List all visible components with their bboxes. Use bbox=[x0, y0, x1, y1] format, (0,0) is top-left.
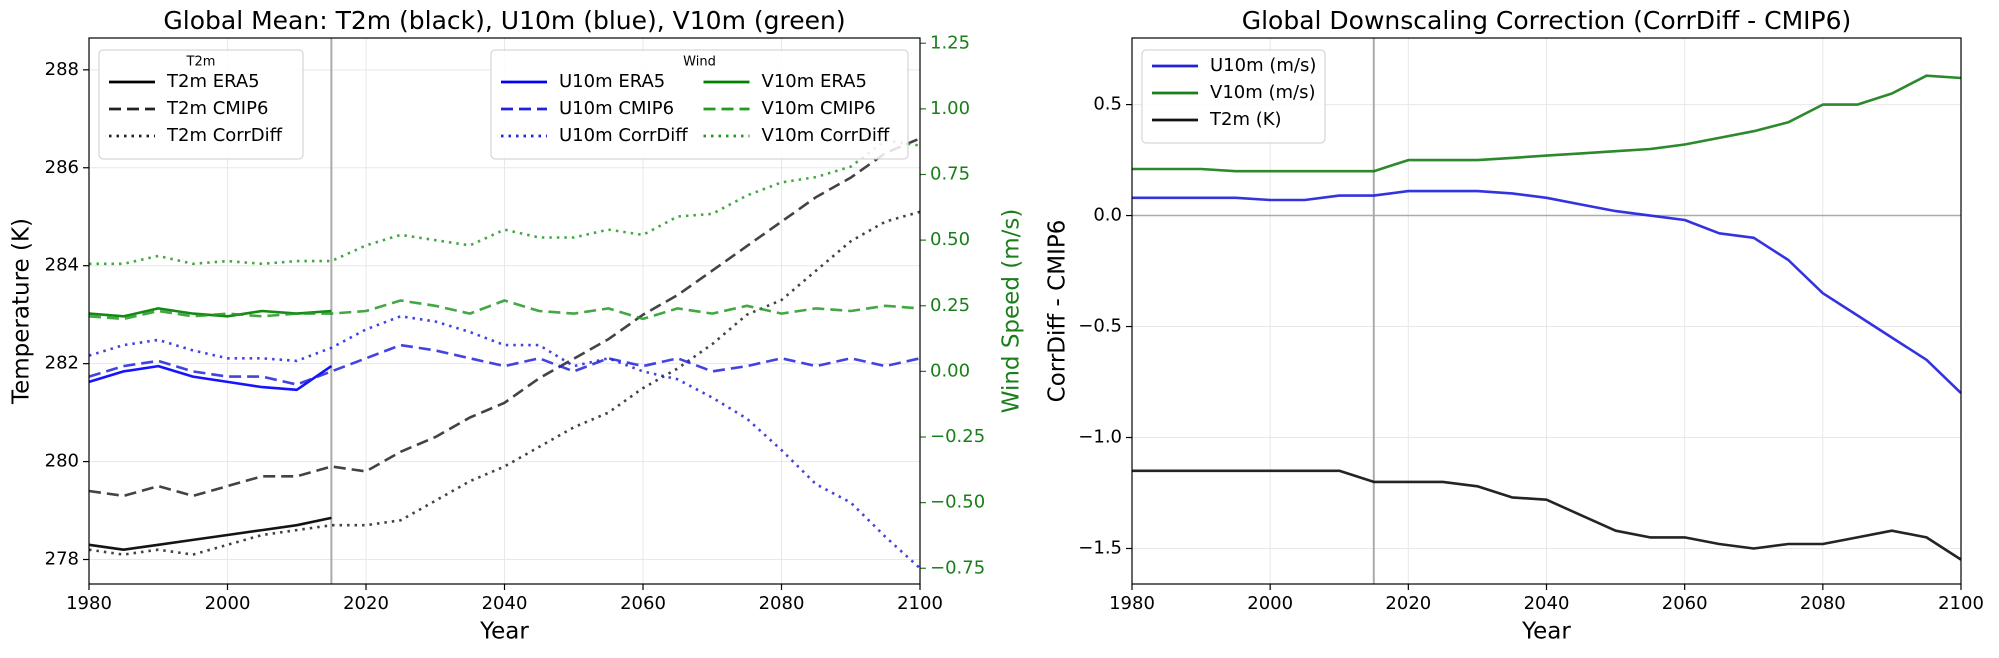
legend-label: V10m (m/s) bbox=[1210, 82, 1316, 103]
y2-tick-label: 0.50 bbox=[930, 229, 970, 250]
legend: U10m (m/s) V10m (m/s) T2m (K) bbox=[1141, 49, 1326, 144]
legend-label: V10m CMIP6 bbox=[762, 98, 876, 119]
x-tick-label: 2000 bbox=[205, 593, 251, 614]
y-tick-label: −1.0 bbox=[1078, 427, 1122, 448]
x-tick-label: 2000 bbox=[1247, 593, 1293, 614]
y2-tick-label: 1.25 bbox=[930, 32, 970, 53]
legend-label: U10m CorrDiff bbox=[559, 125, 688, 146]
legend-title: Wind bbox=[683, 55, 716, 70]
x-tick-label: 2040 bbox=[1524, 593, 1570, 614]
x-tick-label: 2060 bbox=[620, 593, 666, 614]
legend-label: U10m (m/s) bbox=[1210, 55, 1316, 76]
series-line bbox=[88, 364, 333, 392]
y2-tick-label: 0.75 bbox=[930, 164, 970, 185]
x-tick-label: 2100 bbox=[897, 593, 943, 614]
series-line bbox=[1132, 469, 1962, 561]
x-tick-label: 1980 bbox=[66, 593, 112, 614]
plot-frame bbox=[88, 37, 921, 585]
x-tick-label: 2080 bbox=[759, 593, 805, 614]
y2-tick-label: −0.75 bbox=[930, 557, 985, 578]
x-axis-label: Year bbox=[479, 619, 529, 645]
chart: Global Downscaling Correction (CorrDiff … bbox=[1045, 6, 1984, 645]
series-line bbox=[88, 516, 332, 551]
y-tick-label: 288 bbox=[45, 59, 79, 80]
series-line bbox=[1132, 74, 1962, 173]
y2-tick-label: −0.25 bbox=[930, 426, 985, 447]
plot-frame bbox=[1131, 37, 1962, 585]
x-tick-label: 2100 bbox=[1938, 593, 1984, 614]
y-tick-label: 0.0 bbox=[1093, 205, 1122, 226]
x-axis-label: Year bbox=[1521, 619, 1571, 645]
legend-label: T2m ERA5 bbox=[166, 71, 260, 92]
legend-label: V10m ERA5 bbox=[762, 71, 867, 92]
legend-box bbox=[98, 49, 304, 160]
chart-title: Global Mean: T2m (black), U10m (blue), V… bbox=[163, 6, 845, 35]
series-line bbox=[88, 307, 332, 318]
y-axis-label: Temperature (K) bbox=[9, 218, 35, 405]
series-line bbox=[88, 315, 921, 570]
series-line bbox=[88, 210, 921, 556]
series-line bbox=[1132, 189, 1962, 395]
y-tick-label: 284 bbox=[45, 255, 79, 276]
series-line bbox=[88, 299, 921, 321]
y2-tick-label: 1.00 bbox=[930, 98, 970, 119]
y-tick-label: −1.5 bbox=[1078, 537, 1122, 558]
legend: Wind U10m ERA5 U10m CMIP6 U10m CorrDiff V10m… bbox=[490, 49, 909, 160]
x-tick-label: 2060 bbox=[1662, 593, 1708, 614]
y-tick-label: 282 bbox=[45, 353, 79, 374]
x-tick-label: 2080 bbox=[1800, 593, 1846, 614]
x-tick-label: 2020 bbox=[343, 593, 389, 614]
y-tick-label: 0.5 bbox=[1093, 94, 1122, 115]
y-tick-label: 278 bbox=[45, 549, 79, 570]
y-tick-label: 286 bbox=[45, 157, 79, 178]
chart-title: Global Downscaling Correction (CorrDiff … bbox=[1242, 6, 1852, 35]
legend-label: T2m CMIP6 bbox=[166, 98, 268, 119]
chart: Global Mean: T2m (black), U10m (blue), V… bbox=[9, 6, 1025, 645]
x-tick-label: 2020 bbox=[1385, 593, 1431, 614]
legend-label: T2m (K) bbox=[1209, 109, 1282, 130]
y-axis-label: CorrDiff - CMIP6 bbox=[1045, 220, 1071, 403]
y-tick-label: −0.5 bbox=[1078, 316, 1122, 337]
legend-title: T2m bbox=[186, 55, 216, 70]
y2-tick-label: −0.50 bbox=[930, 492, 985, 513]
y2-axis-label: Wind Speed (m/s) bbox=[999, 209, 1025, 414]
legend-label: U10m ERA5 bbox=[559, 71, 665, 92]
x-tick-label: 2040 bbox=[482, 593, 528, 614]
legend-label: V10m CorrDiff bbox=[762, 125, 890, 146]
y2-tick-label: 0.25 bbox=[930, 295, 970, 316]
legend-label: T2m CorrDiff bbox=[166, 125, 283, 146]
y-tick-label: 280 bbox=[45, 451, 79, 472]
legend-box bbox=[490, 49, 909, 160]
y2-tick-label: 0.00 bbox=[930, 360, 970, 381]
series-line bbox=[88, 137, 921, 498]
x-tick-label: 1980 bbox=[1109, 593, 1155, 614]
legend-label: U10m CMIP6 bbox=[559, 98, 674, 119]
